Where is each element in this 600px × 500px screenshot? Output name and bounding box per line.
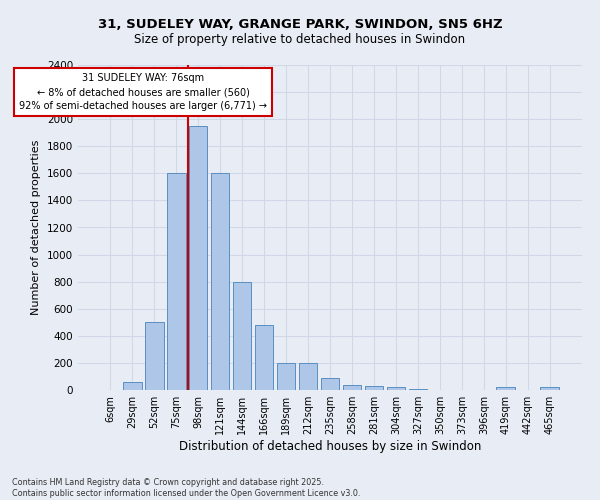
Bar xyxy=(145,322,164,390)
Bar xyxy=(365,386,383,390)
Text: Contains HM Land Registry data © Crown copyright and database right 2025.
Contai: Contains HM Land Registry data © Crown c… xyxy=(12,478,361,498)
Text: 31 SUDELEY WAY: 76sqm
← 8% of detached houses are smaller (560)
92% of semi-deta: 31 SUDELEY WAY: 76sqm ← 8% of detached h… xyxy=(19,73,267,111)
Bar xyxy=(496,388,515,390)
Bar xyxy=(211,174,229,390)
Bar xyxy=(189,126,208,390)
Bar xyxy=(299,363,317,390)
Bar xyxy=(255,325,274,390)
Bar xyxy=(386,388,405,390)
X-axis label: Distribution of detached houses by size in Swindon: Distribution of detached houses by size … xyxy=(179,440,481,453)
Y-axis label: Number of detached properties: Number of detached properties xyxy=(31,140,41,315)
Bar xyxy=(320,378,340,390)
Bar xyxy=(409,388,427,390)
Bar xyxy=(541,386,559,390)
Bar xyxy=(167,174,185,390)
Text: Size of property relative to detached houses in Swindon: Size of property relative to detached ho… xyxy=(134,32,466,46)
Text: 31, SUDELEY WAY, GRANGE PARK, SWINDON, SN5 6HZ: 31, SUDELEY WAY, GRANGE PARK, SWINDON, S… xyxy=(98,18,502,30)
Bar xyxy=(123,382,142,390)
Bar xyxy=(343,384,361,390)
Bar xyxy=(277,363,295,390)
Bar xyxy=(233,282,251,390)
